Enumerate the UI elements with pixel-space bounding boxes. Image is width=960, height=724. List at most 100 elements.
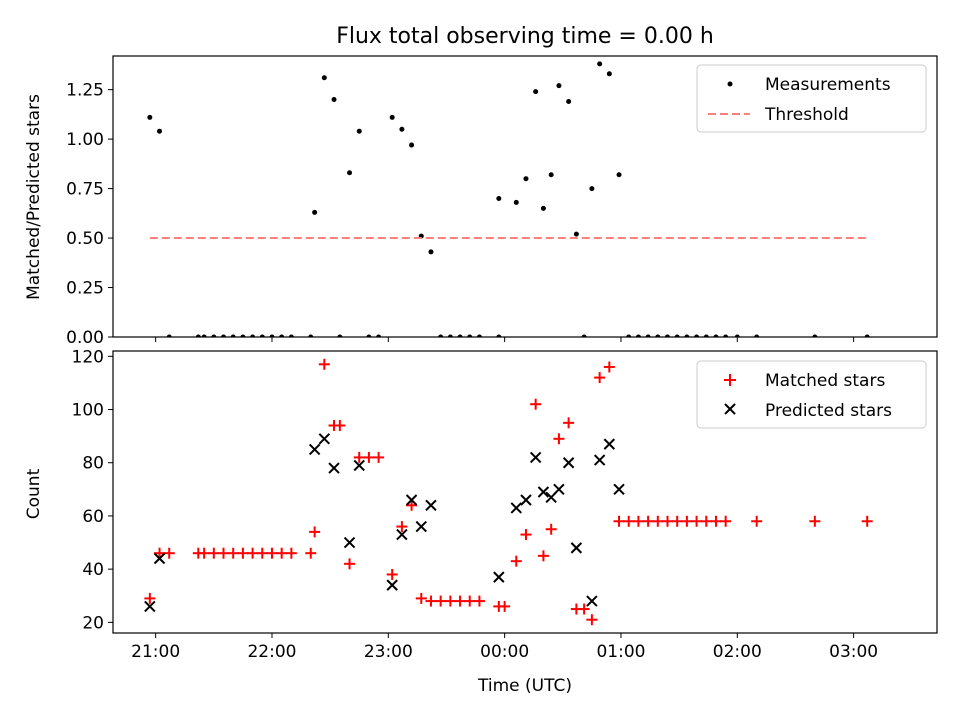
predicted-star-point [570,542,583,554]
predicted-star-point [425,499,437,512]
bottom-legend: Matched stars Predicted stars [696,360,927,429]
measurement-point [389,114,395,120]
matched-star-point [276,547,288,559]
matched-star-point [144,592,156,604]
bottom-x-tick-label: 02:00 [713,642,762,662]
bottom-y-axis-label: Count [24,468,44,519]
measurement-point [523,176,529,182]
measurement-point [635,334,641,337]
measurement-point [655,334,661,337]
predicted-star-point [493,571,505,583]
matched-star-point [545,523,557,535]
matched-star-point [652,515,664,527]
matched-star-point [642,515,654,527]
measurement-point [356,128,362,134]
bottom-x-axis-label: Time (UTC) [477,676,572,696]
measurement-point [694,334,700,337]
measurement-point [548,172,554,178]
measurement-point [288,334,294,337]
measurement-point [626,334,632,337]
matched-star-point [499,600,511,612]
bottom-y-tick-label: 100 [72,401,104,421]
measurement-point [684,334,690,337]
matched-star-point [309,526,321,538]
top-y-tick-label: 1.00 [66,130,104,150]
top-y-axis-label: Matched/Predicted stars [24,94,44,300]
measurement-point [513,199,519,205]
matched-star-point [809,515,821,527]
matched-star-point [305,547,317,559]
bottom-y-tick-label: 80 [82,454,104,474]
measurement-point [269,334,275,337]
bottom-x-tick-label: 03:00 [829,642,878,662]
measurement-point [457,334,463,337]
matched-star-point [266,547,278,559]
matched-star-point [334,419,346,431]
measurement-point [321,75,327,81]
matched-star-point [218,547,230,559]
measurement-point [331,97,337,103]
matched-star-point [662,515,674,527]
matched-star-point [454,595,466,607]
measurement-point [240,334,246,337]
measurement-point [606,71,612,77]
matched-star-point [353,451,365,463]
measurement-point [308,334,314,337]
matched-star-point [373,451,385,463]
measurement-point [645,334,651,337]
measurement-point [496,334,502,337]
top-y-tick-label: 0.50 [66,229,104,249]
measurement-point [496,195,502,201]
bottom-x-tick-label: 21:00 [131,642,180,662]
measurement-point [366,334,372,337]
predicted-star-point [510,502,522,514]
measurement-point [581,334,587,337]
measurement-point [347,170,353,176]
matched-star-point [671,515,683,527]
measurement-point [573,231,579,237]
legend-matched-marker [724,374,736,386]
matched-star-point [623,515,635,527]
measurement-point [409,142,415,148]
matched-star-point [198,547,210,559]
measurement-point [616,172,622,178]
predicted-star-point [386,579,398,591]
top-y-tick-label: 1.25 [66,81,104,101]
predicted-star-point [318,433,331,445]
measurement-point [665,334,671,337]
matched-star-point [473,595,485,607]
matched-star-point [586,614,598,626]
matched-star-point [256,547,268,559]
legend-measurements-label: Measurements [765,75,891,95]
matched-star-point [285,547,297,559]
matched-star-point [681,515,693,527]
matched-star-point [464,595,476,607]
measurement-point [864,334,870,337]
measurement-point [723,334,729,337]
bottom-x-tick-label: 22:00 [247,642,296,662]
measurement-point [259,334,265,337]
predicted-star-point [328,462,340,474]
predicted-star-point [593,454,606,466]
measurement-point [279,334,285,337]
matched-star-point [154,547,166,559]
matched-star-point [237,547,249,559]
matched-star-point [700,515,712,527]
legend-threshold-label: Threshold [764,105,849,125]
legend-predicted-label: Predicted stars [765,401,892,421]
predicted-star-point [537,486,550,498]
measurement-point [597,61,603,67]
measurement-point [476,334,482,337]
measurement-point [166,334,172,337]
measurement-point [540,205,546,211]
predicted-star-point [520,494,532,506]
matched-star-point [444,595,456,607]
bottom-x-tick-label: 23:00 [364,642,413,662]
top-plot-area: 0.00 0.25 0.50 0.75 1.00 1.25 [66,55,938,348]
matched-star-point [563,417,575,429]
predicted-star-point [343,536,356,549]
predicted-star-point [396,528,408,541]
predicted-star-point [586,595,598,607]
bottom-x-tick-label: 01:00 [596,642,645,662]
matched-star-point [553,433,565,445]
